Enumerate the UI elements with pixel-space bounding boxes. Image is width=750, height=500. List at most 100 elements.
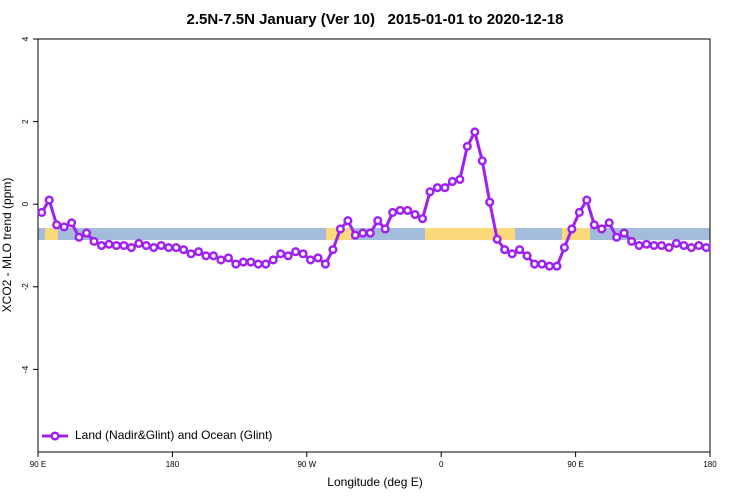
data-point bbox=[253, 259, 263, 269]
data-point bbox=[305, 255, 316, 265]
data-point bbox=[544, 261, 555, 271]
data-point bbox=[627, 236, 637, 246]
data-point bbox=[283, 251, 293, 261]
data-point bbox=[358, 228, 368, 238]
data-point bbox=[261, 259, 271, 269]
data-point bbox=[96, 240, 107, 251]
data-point bbox=[694, 240, 704, 251]
data-point bbox=[641, 239, 652, 249]
data-point bbox=[612, 232, 622, 242]
data-point bbox=[417, 214, 428, 224]
data-point bbox=[350, 230, 360, 240]
data-point bbox=[223, 253, 233, 263]
data-point bbox=[126, 243, 136, 253]
data-point bbox=[328, 245, 338, 255]
data-point bbox=[470, 127, 480, 137]
data-point bbox=[649, 240, 659, 251]
data-point bbox=[216, 255, 226, 265]
data-point bbox=[343, 216, 353, 226]
data-point bbox=[246, 257, 256, 267]
data-point bbox=[701, 243, 711, 253]
data-point bbox=[111, 240, 121, 251]
data-point bbox=[156, 240, 166, 251]
data-point bbox=[447, 176, 457, 187]
data-point bbox=[149, 243, 159, 253]
data-point bbox=[522, 251, 532, 261]
data-point bbox=[276, 249, 286, 259]
data-point bbox=[395, 205, 405, 215]
data-point bbox=[373, 216, 383, 226]
data-point bbox=[440, 183, 450, 193]
data-point bbox=[671, 238, 681, 248]
data-point bbox=[679, 240, 689, 251]
legend-label: Land (Nadir&Glint) and Ocean (Glint) bbox=[75, 428, 272, 442]
y-tick-label: -4 bbox=[21, 365, 30, 373]
data-point bbox=[559, 243, 569, 253]
x-tick-label: 90 E bbox=[567, 460, 583, 469]
x-tick-label: 180 bbox=[166, 460, 180, 469]
data-point bbox=[604, 218, 614, 228]
data-point bbox=[425, 187, 435, 197]
data-point bbox=[574, 207, 584, 218]
data-point bbox=[515, 245, 525, 255]
data-point bbox=[320, 259, 331, 269]
x-axis-label: Longitude (deg E) bbox=[327, 475, 422, 489]
y-tick-label: 4 bbox=[21, 36, 30, 41]
data-point bbox=[298, 249, 308, 259]
data-point bbox=[507, 249, 517, 259]
data-point bbox=[410, 209, 420, 220]
legend-marker bbox=[50, 431, 60, 441]
data-point bbox=[119, 240, 129, 251]
data-point bbox=[485, 197, 495, 207]
y-tick-label: -2 bbox=[21, 283, 30, 291]
data-point bbox=[634, 240, 644, 251]
data-point bbox=[403, 205, 413, 215]
data-point bbox=[455, 174, 465, 184]
land-band bbox=[45, 228, 58, 240]
data-point bbox=[208, 251, 219, 261]
data-point bbox=[462, 141, 472, 151]
data-point bbox=[597, 224, 607, 234]
data-point bbox=[529, 259, 540, 269]
x-tick-label: 0 bbox=[439, 460, 444, 469]
data-point bbox=[164, 243, 174, 253]
data-point bbox=[44, 195, 54, 205]
data-point bbox=[500, 245, 510, 255]
data-point bbox=[492, 234, 502, 244]
data-point bbox=[81, 228, 92, 238]
x-tick-label: 90 E bbox=[30, 460, 46, 469]
data-point bbox=[335, 224, 345, 234]
data-point bbox=[313, 253, 323, 263]
data-point bbox=[201, 251, 211, 261]
land-band bbox=[425, 228, 515, 240]
data-point bbox=[52, 220, 62, 230]
data-point bbox=[365, 228, 375, 238]
chart-title: 2.5N-7.5N January (Ver 10) 2015-01-01 to… bbox=[187, 11, 564, 28]
data-point bbox=[37, 207, 47, 218]
data-point bbox=[619, 228, 629, 238]
data-point bbox=[89, 236, 99, 246]
data-point bbox=[388, 207, 398, 218]
data-point bbox=[656, 240, 667, 251]
data-point bbox=[59, 222, 69, 232]
data-point bbox=[193, 247, 204, 257]
data-point bbox=[67, 218, 77, 228]
data-point bbox=[179, 245, 189, 255]
data-point bbox=[686, 243, 696, 253]
data-point bbox=[664, 243, 674, 253]
data-point bbox=[134, 238, 144, 248]
x-tick-label: 90 W bbox=[297, 460, 316, 469]
data-point bbox=[238, 257, 248, 267]
data-point bbox=[104, 239, 114, 249]
x-tick-label: 180 bbox=[703, 460, 717, 469]
y-tick-label: 0 bbox=[21, 201, 30, 206]
data-point bbox=[537, 259, 547, 269]
data-point bbox=[589, 220, 599, 230]
y-axis-label: XCO2 - MLO trend (ppm) bbox=[0, 178, 14, 313]
data-point bbox=[432, 183, 443, 193]
data-point bbox=[552, 261, 562, 271]
data-point bbox=[231, 259, 241, 269]
data-point bbox=[186, 249, 196, 259]
data-point bbox=[141, 240, 151, 251]
